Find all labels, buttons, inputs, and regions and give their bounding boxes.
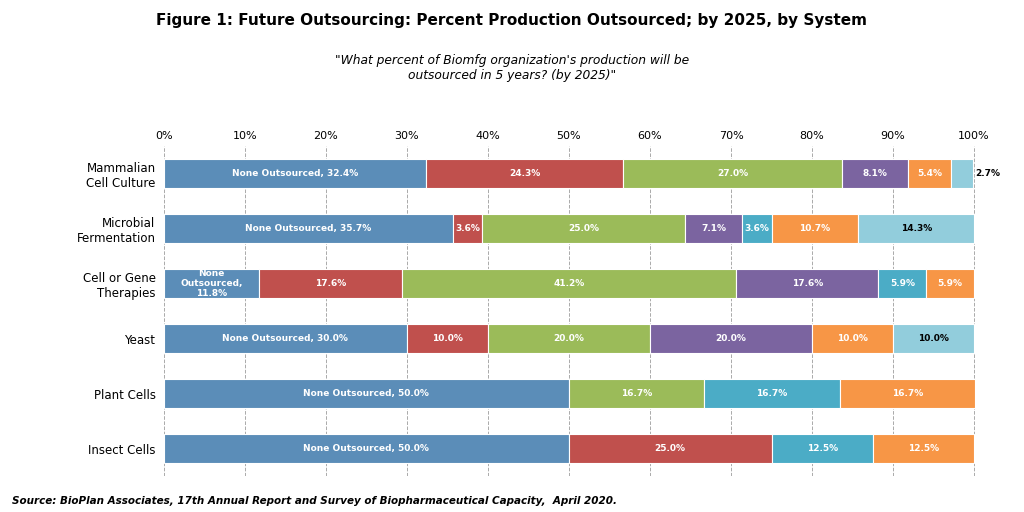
Bar [893, 324, 974, 353]
Bar [569, 434, 771, 463]
Text: 10.0%: 10.0% [919, 334, 949, 343]
Bar [812, 324, 893, 353]
Text: None Outsourced, 50.0%: None Outsourced, 50.0% [303, 389, 429, 398]
Text: 20.0%: 20.0% [554, 334, 585, 343]
Text: None
Outsourced,
11.8%: None Outsourced, 11.8% [180, 269, 243, 298]
Text: 3.6%: 3.6% [744, 224, 769, 233]
Bar [685, 214, 742, 243]
Bar [879, 269, 927, 298]
Text: 27.0%: 27.0% [717, 169, 749, 178]
Text: 20.0%: 20.0% [716, 334, 746, 343]
Text: 25.0%: 25.0% [568, 224, 599, 233]
Bar [164, 269, 259, 298]
Text: 16.7%: 16.7% [892, 389, 923, 398]
Text: 24.3%: 24.3% [509, 169, 541, 178]
Text: Source: BioPlan Associates, 17th Annual Report and Survey of Biopharmaceutical C: Source: BioPlan Associates, 17th Annual … [12, 496, 617, 506]
Bar [951, 159, 973, 188]
Bar [453, 214, 482, 243]
Bar [872, 434, 974, 463]
Text: 14.3%: 14.3% [900, 224, 932, 233]
Text: 25.0%: 25.0% [654, 444, 686, 453]
Bar [840, 379, 975, 408]
Text: None Outsourced, 32.4%: None Outsourced, 32.4% [232, 169, 358, 178]
Text: 5.4%: 5.4% [918, 169, 942, 178]
Text: 10.0%: 10.0% [837, 334, 868, 343]
Bar [407, 324, 488, 353]
Bar [402, 269, 736, 298]
Bar [907, 159, 951, 188]
Text: 8.1%: 8.1% [862, 169, 887, 178]
Text: 5.9%: 5.9% [890, 279, 914, 288]
Bar [705, 379, 840, 408]
Text: 41.2%: 41.2% [553, 279, 585, 288]
Text: 2.7%: 2.7% [976, 169, 1000, 178]
Bar [771, 214, 858, 243]
Bar [259, 269, 402, 298]
Bar [650, 324, 812, 353]
Text: 17.6%: 17.6% [315, 279, 346, 288]
Bar [736, 269, 879, 298]
Text: 10.0%: 10.0% [432, 334, 463, 343]
Text: 12.5%: 12.5% [908, 444, 939, 453]
Bar [164, 379, 569, 408]
Bar [858, 214, 974, 243]
Text: None Outsourced, 50.0%: None Outsourced, 50.0% [303, 444, 429, 453]
Text: "What percent of Biomfg organization's production will be
outsourced in 5 years?: "What percent of Biomfg organization's p… [335, 54, 689, 82]
Text: 16.7%: 16.7% [757, 389, 787, 398]
Bar [842, 159, 907, 188]
Bar [569, 379, 705, 408]
Text: None Outsourced, 30.0%: None Outsourced, 30.0% [222, 334, 348, 343]
Bar [624, 159, 842, 188]
Bar [164, 434, 569, 463]
Text: 10.7%: 10.7% [800, 224, 830, 233]
Bar [742, 214, 771, 243]
Text: 16.7%: 16.7% [621, 389, 652, 398]
Bar [164, 214, 453, 243]
Text: 7.1%: 7.1% [701, 224, 726, 233]
Bar [488, 324, 650, 353]
Text: 5.9%: 5.9% [938, 279, 963, 288]
Bar [426, 159, 624, 188]
Bar [927, 269, 974, 298]
Bar [164, 159, 426, 188]
Text: None Outsourced, 35.7%: None Outsourced, 35.7% [246, 224, 372, 233]
Bar [164, 324, 407, 353]
Text: 17.6%: 17.6% [792, 279, 823, 288]
Text: Figure 1: Future Outsourcing: Percent Production Outsourced; by 2025, by System: Figure 1: Future Outsourcing: Percent Pr… [157, 13, 867, 28]
Text: 12.5%: 12.5% [807, 444, 838, 453]
Text: 3.6%: 3.6% [456, 224, 480, 233]
Bar [771, 434, 872, 463]
Bar [482, 214, 685, 243]
